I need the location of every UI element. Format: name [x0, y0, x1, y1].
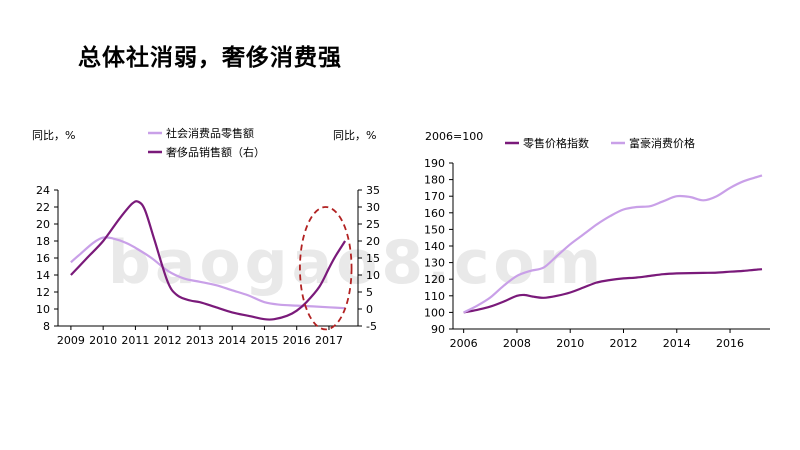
x-tick-label: 2010	[89, 334, 117, 347]
series-line-retail-sales	[70, 236, 346, 310]
x-tick-label: 2013	[186, 334, 214, 347]
base-label: 2006=100	[425, 130, 483, 143]
right-y-tick-label: 5	[366, 286, 373, 299]
y-tick-label: 170	[424, 190, 445, 203]
x-tick-label: 2012	[609, 337, 637, 350]
legend-label: 零售价格指数	[523, 136, 589, 150]
y-tick-label: 110	[424, 290, 445, 303]
right-y-tick-label: 20	[366, 235, 380, 248]
page-title: 总体社消弱，奢侈消费强	[78, 45, 342, 71]
chart-left-panel: 同比，% 同比，% 8 10 12 14 16 18 20 22 24 -5 0 5 10 15 20 25 30 3…	[0, 115, 400, 355]
left-y-tick-label: 24	[36, 184, 50, 197]
left-y-tick-label: 20	[36, 218, 50, 231]
right-y-tick-label: 35	[366, 184, 380, 197]
legend-label: 社会消费品零售额	[166, 126, 254, 140]
left-axis-unit-label: 同比，%	[32, 129, 75, 142]
y-tick-label: 90	[431, 323, 445, 336]
y-tick-label: 190	[424, 157, 445, 170]
series-line-wealthy-consumption-price	[463, 174, 763, 314]
right-y-tick-label: -5	[366, 320, 377, 333]
chart-right-panel: 2006=100 90 100 110 120 130 140 150 160 170 180 190…	[405, 115, 800, 355]
left-y-tick-label: 10	[36, 303, 50, 316]
right-y-tick-label: 0	[366, 303, 373, 316]
right-y-tick-label: 15	[366, 252, 380, 265]
y-tick-label: 160	[424, 207, 445, 220]
left-y-tick-label: 16	[36, 252, 50, 265]
y-tick-label: 180	[424, 174, 445, 187]
x-tick-label: 2017	[315, 334, 343, 347]
right-y-tick-label: 10	[366, 269, 380, 282]
x-tick-label: 2009	[57, 334, 85, 347]
left-y-tick-label: 8	[43, 320, 50, 333]
left-y-tick-label: 22	[36, 201, 50, 214]
right-y-tick-label: 30	[366, 201, 380, 214]
right-axis-unit-label: 同比，%	[333, 129, 376, 142]
series-line-luxury-sales	[70, 200, 347, 321]
y-tick-label: 120	[424, 273, 445, 286]
legend-label: 奢侈品销售额（右）	[166, 145, 265, 159]
legend-label: 富豪消费价格	[629, 136, 695, 150]
x-tick-label: 2008	[503, 337, 531, 350]
y-tick-label: 140	[424, 240, 445, 253]
y-tick-label: 100	[424, 306, 445, 319]
x-tick-label: 2015	[250, 334, 278, 347]
x-tick-label: 2014	[218, 334, 246, 347]
x-tick-label: 2016	[716, 337, 744, 350]
x-tick-label: 2011	[121, 334, 149, 347]
left-y-tick-label: 12	[36, 286, 50, 299]
highlight-ellipse	[299, 206, 353, 331]
y-tick-label: 150	[424, 223, 445, 236]
x-tick-label: 2010	[556, 337, 584, 350]
series-line-retail-price-index	[463, 268, 763, 314]
left-y-tick-label: 14	[36, 269, 50, 282]
left-y-tick-label: 18	[36, 235, 50, 248]
right-y-tick-label: 25	[366, 218, 380, 231]
y-tick-label: 130	[424, 257, 445, 270]
chart-right-svg: 2006=100 90 100 110 120 130 140 150 160 170 180 190…	[424, 130, 770, 350]
x-tick-label: 2014	[663, 337, 691, 350]
chart-left-svg: 同比，% 同比，% 8 10 12 14 16 18 20 22 24 -5 0 5 10 15 20 25 30 3…	[32, 126, 380, 347]
x-tick-label: 2016	[283, 334, 311, 347]
x-tick-label: 2012	[154, 334, 182, 347]
x-tick-label: 2006	[450, 337, 478, 350]
